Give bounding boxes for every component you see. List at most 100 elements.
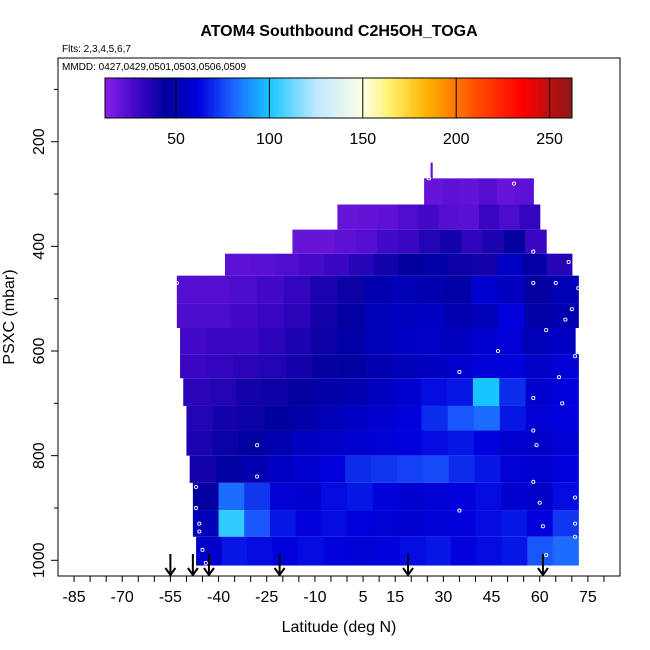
- heat-cell: [471, 275, 499, 304]
- heat-cell: [422, 455, 450, 483]
- heat-cell: [209, 378, 237, 406]
- heat-cell: [525, 354, 553, 379]
- heat-cell: [269, 510, 297, 537]
- heat-cell: [551, 275, 579, 304]
- heat-cell: [212, 405, 240, 431]
- colorbar-swatch: [207, 78, 212, 118]
- heat-cell: [347, 482, 374, 511]
- x-tick-label: -25: [255, 589, 278, 606]
- heat-cell: [314, 378, 342, 406]
- sample-marker: [426, 176, 431, 181]
- heat-cell: [183, 378, 211, 406]
- heat-cell: [392, 354, 420, 379]
- heat-cell: [447, 430, 475, 456]
- colorbar-swatch: [276, 78, 280, 118]
- heat-cell: [393, 378, 421, 406]
- heat-cell: [424, 510, 451, 537]
- heat-cell: [230, 275, 258, 304]
- profile-arrow: [537, 554, 549, 577]
- colorbar-swatch: [372, 78, 377, 118]
- sample-marker: [194, 505, 199, 511]
- heat-cell: [298, 536, 325, 566]
- colorbar-swatch: [360, 78, 364, 118]
- x-axis: -85 -70 -55 -40 -25 -10 5 15 30 45 60 75: [62, 576, 605, 606]
- colorbar-swatch: [204, 78, 209, 118]
- colorbar-swatch: [217, 78, 221, 118]
- heat-cell: [440, 229, 463, 254]
- heat-cell: [449, 510, 477, 537]
- colorbar-swatch: [453, 78, 458, 118]
- colorbar-swatch: [245, 78, 249, 118]
- heat-cell: [371, 455, 398, 483]
- heat-cell: [357, 204, 379, 230]
- plot-frame: [57, 57, 621, 577]
- colorbar-swatch: [540, 78, 545, 118]
- colorbar-swatch: [394, 78, 399, 118]
- sample-marker: [200, 547, 205, 552]
- sample-marker: [255, 474, 260, 479]
- colorbar-swatch: [456, 78, 461, 118]
- colorbar-swatch: [475, 78, 480, 118]
- colorbar-swatch: [357, 78, 361, 118]
- heat-cell: [355, 229, 378, 254]
- colorbar-swatch: [241, 78, 246, 118]
- colorbar-swatch: [543, 78, 548, 118]
- heat-cell: [398, 482, 425, 511]
- heat-cell: [257, 275, 285, 304]
- profile-arrow-head: [187, 567, 199, 577]
- sample-marker: [572, 354, 578, 359]
- colorbar-swatch: [531, 78, 536, 118]
- heat-cell: [472, 378, 500, 406]
- heat-cell: [176, 303, 205, 328]
- sample-marker: [194, 485, 199, 490]
- colorbar-swatch: [556, 78, 561, 118]
- heat-cell: [425, 536, 452, 566]
- heat-cell: [238, 405, 266, 431]
- heat-cell: [552, 430, 579, 456]
- heat-cell: [398, 510, 425, 537]
- y-axis-label: PSXC (mbar): [1, 269, 18, 364]
- heat-cell: [238, 430, 266, 456]
- heat-cell: [447, 405, 475, 431]
- colorbar-swatch: [494, 78, 498, 118]
- colorbar-swatch: [123, 78, 128, 118]
- heat-cell: [499, 405, 527, 431]
- colorbar-tick-label: 50: [167, 131, 185, 148]
- colorbar-swatch: [500, 78, 505, 118]
- colorbar-swatch: [382, 78, 386, 118]
- colorbar-swatch: [129, 78, 134, 118]
- heat-cell: [369, 405, 397, 431]
- colorbar-swatch: [431, 78, 436, 118]
- colorbar-swatch: [438, 78, 442, 118]
- y-tick-label: 1000: [31, 542, 48, 578]
- heat-cell: [501, 510, 528, 537]
- colorbar-swatch: [450, 78, 455, 118]
- heat-cell: [241, 455, 268, 483]
- colorbar-tick-label: 250: [536, 131, 563, 148]
- colorbar-swatch: [167, 78, 171, 118]
- colorbar-swatch: [350, 78, 355, 118]
- heat-cell: [444, 275, 472, 304]
- colorbar-swatch: [291, 78, 296, 118]
- colorbar-swatch: [298, 78, 302, 118]
- x-tick-label: 75: [579, 589, 597, 606]
- colorbar-swatch: [515, 78, 520, 118]
- heat-cell: [348, 253, 375, 276]
- heat-cell: [524, 275, 553, 304]
- heat-cell: [499, 204, 521, 230]
- heat-cell: [424, 482, 451, 511]
- heat-cell: [497, 303, 526, 328]
- colorbar-swatch: [416, 78, 420, 118]
- profile-arrow: [164, 554, 177, 577]
- heat-cell: [449, 482, 477, 511]
- colorbar: 50 100 150 200 250: [104, 77, 573, 148]
- colorbar-swatch: [301, 78, 305, 118]
- heat-cell: [419, 229, 442, 254]
- colorbar-swatch: [161, 78, 165, 118]
- heat-cell: [469, 327, 497, 355]
- colorbar-swatch: [522, 78, 526, 118]
- heat-cell: [292, 229, 315, 254]
- heat-cell: [447, 253, 474, 276]
- heat-cell: [324, 253, 350, 276]
